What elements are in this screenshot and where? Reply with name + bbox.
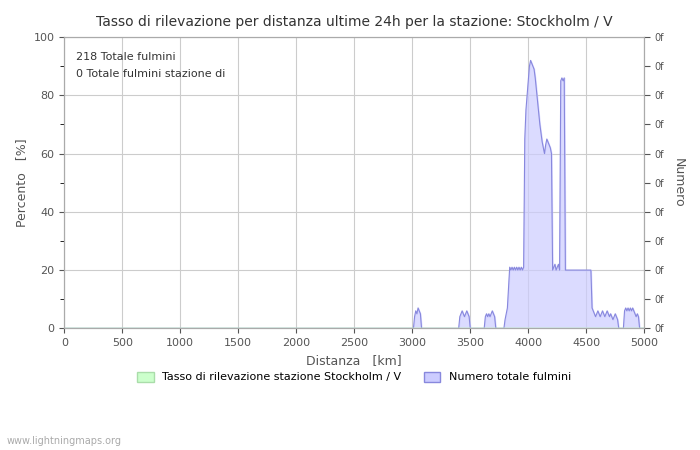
Text: www.lightningmaps.org: www.lightningmaps.org xyxy=(7,436,122,446)
Text: 0 Totale fulmini stazione di: 0 Totale fulmini stazione di xyxy=(76,69,225,79)
Y-axis label: Numero: Numero xyxy=(672,158,685,207)
Legend: Tasso di rilevazione stazione Stockholm / V, Numero totale fulmini: Tasso di rilevazione stazione Stockholm … xyxy=(132,367,576,387)
Title: Tasso di rilevazione per distanza ultime 24h per la stazione: Stockholm / V: Tasso di rilevazione per distanza ultime… xyxy=(96,15,612,29)
Y-axis label: Percento   [%]: Percento [%] xyxy=(15,139,28,227)
X-axis label: Distanza   [km]: Distanza [km] xyxy=(307,354,402,367)
Text: 218 Totale fulmini: 218 Totale fulmini xyxy=(76,52,176,62)
